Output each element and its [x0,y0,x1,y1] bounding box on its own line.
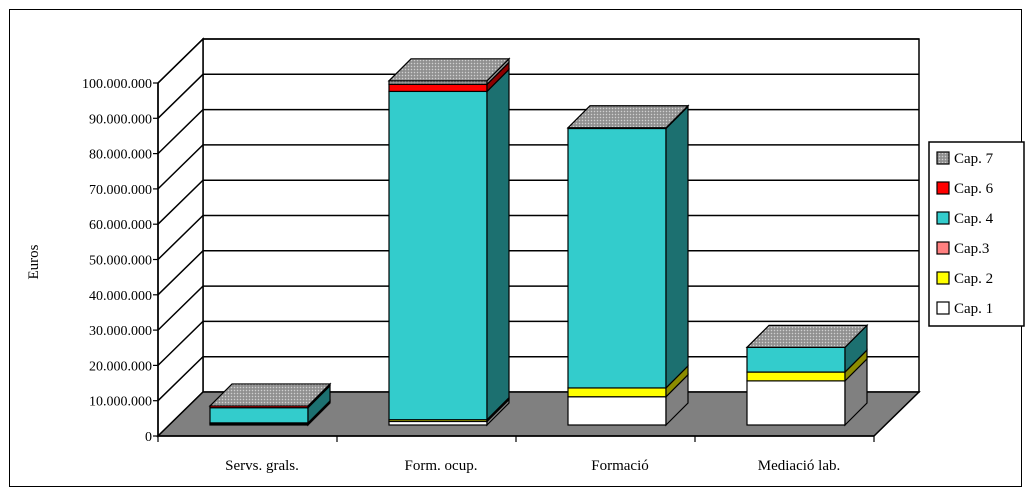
y-tick-label: 50.000.000 [89,254,152,269]
y-tick-label: 30.000.000 [89,324,152,339]
legend-label: Cap.3 [954,241,989,257]
bar-segment-side [486,67,510,422]
legend-box [928,141,1025,327]
y-tick-label: 100.000.000 [82,77,152,92]
y-tick-label: 40.000.000 [89,289,152,304]
bar-top [387,58,511,82]
bar-segment-side [665,105,689,390]
legend-label: Cap. 1 [954,301,993,317]
gridline [157,38,919,84]
y-axis-label: Euros [26,244,42,279]
bar-segment [746,380,846,426]
bar-stack [387,57,511,427]
legend-label: Cap. 2 [954,271,993,287]
legend-swatch [936,241,950,255]
legend-swatch [936,181,950,195]
legend-label: Cap. 6 [954,181,994,197]
bar-segment [567,127,667,389]
x-tick-label: Form. ocup. [405,458,478,474]
bar-segment [209,407,309,424]
bar-stack [566,104,690,427]
y-tick-label: 80.000.000 [89,148,152,163]
bar-segment [388,90,488,421]
x-tick-label: Servs. grals. [225,458,299,474]
y-tick-label: 10.000.000 [89,395,152,410]
legend-label: Cap. 7 [954,151,994,167]
y-tick-label: 0 [145,430,152,445]
legend-swatch [936,211,950,225]
bar-top [208,383,332,407]
y-tick-label: 70.000.000 [89,183,152,198]
y-tick-label: 20.000.000 [89,359,152,374]
bar-segment [388,83,488,93]
y-tick-label: 60.000.000 [89,218,152,233]
bar-top [745,324,869,348]
x-tick-label: Mediació lab. [758,458,840,474]
legend-swatch [936,151,950,165]
legend-swatch [936,301,950,315]
bar-segment [746,371,846,382]
bar-stack [208,382,332,427]
legend-label: Cap. 4 [954,211,994,227]
bar-segment [567,387,667,398]
legend-swatch [936,271,950,285]
bar-segment [567,396,667,426]
x-tick-label: Formació [591,458,649,474]
y-tick-label: 90.000.000 [89,112,152,127]
bar-stack [745,323,869,427]
gridline [157,73,919,119]
bar-segment [746,346,846,373]
bar-top [566,105,690,129]
